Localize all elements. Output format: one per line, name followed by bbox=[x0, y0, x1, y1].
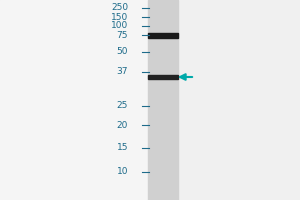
Text: 25: 25 bbox=[117, 102, 128, 110]
Text: 15: 15 bbox=[116, 144, 128, 152]
Text: 37: 37 bbox=[116, 68, 128, 76]
Text: 150: 150 bbox=[111, 12, 128, 21]
Bar bbox=[148, 33, 178, 38]
Text: 75: 75 bbox=[116, 30, 128, 40]
Text: 100: 100 bbox=[111, 21, 128, 30]
Bar bbox=[178, 0, 300, 200]
Bar bbox=[0, 0, 148, 200]
Text: 250: 250 bbox=[111, 3, 128, 12]
Bar bbox=[148, 0, 178, 200]
Text: 50: 50 bbox=[116, 47, 128, 56]
Bar bbox=[148, 75, 178, 79]
Text: 20: 20 bbox=[117, 120, 128, 130]
Text: 10: 10 bbox=[116, 168, 128, 176]
